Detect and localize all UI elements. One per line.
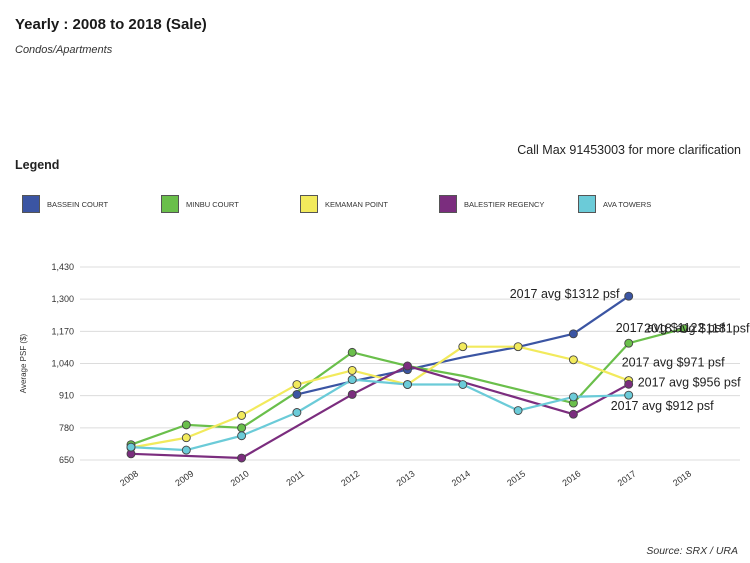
annotation-label: 2017 avg $1122 psf [616, 321, 725, 335]
x-tick-label: 2014 [450, 468, 472, 488]
series-line [130, 345, 630, 449]
legend-swatch [578, 195, 596, 213]
data-point [237, 411, 247, 420]
contact-note: Call Max 91453003 for more clarification [517, 143, 741, 157]
data-point [347, 375, 357, 385]
source-note: Source: SRX / URA [646, 545, 738, 557]
x-tick-label: 2010 [229, 468, 251, 488]
data-point [181, 433, 191, 443]
legend-label: MINBU COURT [186, 200, 239, 209]
legend-swatch [22, 195, 40, 213]
y-tick-label: 1,170 [51, 326, 74, 336]
y-tick-label: 1,300 [51, 294, 74, 304]
data-point [568, 329, 578, 339]
annotation-label: 2018 avg $1181psf [644, 322, 750, 336]
data-point [181, 420, 191, 430]
data-point [292, 408, 302, 417]
data-point [347, 389, 357, 399]
x-tick-label: 2012 [339, 468, 361, 488]
data-point [568, 392, 578, 402]
legend-label: BASSEIN COURT [47, 200, 109, 209]
x-tick-label: 2018 [671, 468, 693, 488]
legend-label: KEMAMAN POINT [325, 200, 388, 209]
x-tick-label: 2009 [173, 468, 195, 488]
data-point [237, 431, 247, 441]
legend-swatch [439, 195, 457, 213]
data-point [679, 324, 689, 334]
data-point [126, 442, 136, 452]
data-point [568, 409, 578, 419]
data-point [347, 365, 357, 375]
data-point [237, 453, 247, 463]
data-point [292, 380, 302, 389]
data-point [568, 355, 578, 365]
y-tick-label: 1,040 [51, 359, 74, 369]
x-tick-label: 2016 [560, 468, 582, 488]
series-line [130, 378, 629, 452]
data-point [403, 361, 412, 371]
data-point [458, 342, 468, 352]
data-point [292, 389, 302, 399]
data-point [181, 445, 191, 455]
annotation-label: 2017 avg $956 psf [638, 375, 741, 389]
data-point [513, 406, 523, 415]
data-point [513, 342, 523, 352]
legend-title: Legend [15, 158, 60, 172]
data-point [624, 379, 634, 389]
y-tick-label: 1,430 [51, 262, 74, 272]
legend-label: AVA TOWERS [603, 200, 652, 209]
x-tick-label: 2017 [616, 468, 638, 488]
data-point [624, 338, 634, 348]
data-point [458, 380, 468, 389]
data-point [237, 423, 247, 433]
data-point [403, 380, 412, 389]
x-tick-label: 2013 [395, 468, 417, 488]
y-tick-label: 650 [59, 455, 74, 465]
annotation-label: 2017 avg $971 psf [622, 356, 725, 370]
legend-swatch [161, 195, 179, 213]
series-line [130, 364, 630, 460]
y-tick-label: 780 [59, 423, 74, 433]
x-tick-label: 2008 [118, 468, 140, 488]
x-tick-label: 2015 [505, 468, 527, 488]
annotation-label: 2017 avg $912 psf [611, 399, 714, 413]
data-point [347, 347, 357, 357]
chart-subtitle: Condos/Apartments [15, 44, 113, 56]
legend-swatch [300, 195, 318, 213]
x-tick-label: 2011 [284, 468, 306, 487]
chart-title: Yearly : 2008 to 2018 (Sale) [15, 16, 207, 33]
data-point [624, 291, 634, 301]
data-point [624, 390, 634, 400]
y-tick-label: 910 [59, 391, 74, 401]
legend-label: BALESTIER REGENCY [464, 200, 545, 209]
y-axis-label: Average PSF ($) [19, 333, 28, 393]
annotation-label: 2017 avg $1312 psf [510, 287, 620, 301]
